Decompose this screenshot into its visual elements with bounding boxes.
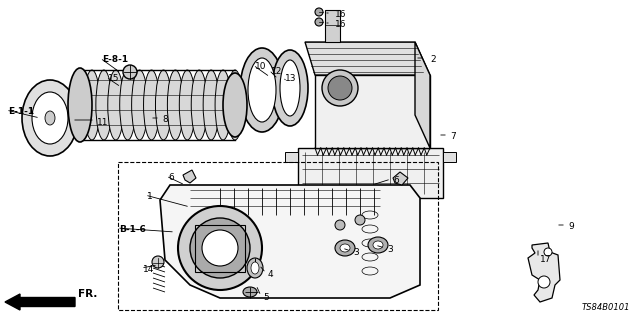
Bar: [118, 162, 438, 310]
Ellipse shape: [335, 220, 345, 230]
Ellipse shape: [247, 258, 263, 278]
Bar: [443, 152, 456, 162]
Text: B-1-6: B-1-6: [119, 225, 146, 234]
Bar: [195, 225, 245, 272]
Polygon shape: [325, 10, 340, 42]
Ellipse shape: [156, 70, 172, 140]
Ellipse shape: [322, 70, 358, 106]
Ellipse shape: [340, 244, 350, 252]
Text: 4: 4: [268, 270, 274, 279]
Text: E-1-1: E-1-1: [8, 107, 34, 116]
Text: 8: 8: [162, 115, 168, 124]
Text: 13: 13: [285, 74, 296, 83]
Text: 12: 12: [271, 67, 282, 76]
Text: 2: 2: [430, 55, 436, 64]
Ellipse shape: [96, 70, 112, 140]
Bar: [298, 148, 443, 198]
Ellipse shape: [240, 48, 284, 132]
Ellipse shape: [84, 70, 100, 140]
Ellipse shape: [368, 237, 388, 253]
Ellipse shape: [168, 70, 184, 140]
Text: 10: 10: [255, 62, 266, 71]
Ellipse shape: [68, 68, 92, 142]
Ellipse shape: [251, 262, 259, 274]
Text: 7: 7: [450, 132, 456, 141]
Text: 9: 9: [568, 222, 573, 231]
Ellipse shape: [335, 240, 355, 256]
Ellipse shape: [72, 70, 88, 140]
Bar: [285, 152, 298, 162]
Text: FR.: FR.: [78, 289, 97, 299]
Ellipse shape: [120, 70, 136, 140]
Ellipse shape: [22, 80, 78, 156]
Text: 16: 16: [335, 20, 346, 29]
Ellipse shape: [45, 111, 55, 125]
Text: 15: 15: [108, 74, 120, 83]
Ellipse shape: [152, 256, 164, 268]
Ellipse shape: [223, 73, 247, 137]
Polygon shape: [393, 172, 408, 185]
Ellipse shape: [191, 70, 207, 140]
Ellipse shape: [227, 70, 243, 140]
Ellipse shape: [203, 70, 219, 140]
Ellipse shape: [243, 287, 257, 297]
Polygon shape: [305, 42, 430, 75]
Ellipse shape: [328, 76, 352, 100]
Text: TS84B0101: TS84B0101: [582, 303, 630, 312]
Text: 6: 6: [168, 173, 173, 182]
Text: 16: 16: [335, 10, 346, 19]
Ellipse shape: [143, 70, 159, 140]
Text: 11: 11: [97, 118, 109, 127]
Polygon shape: [315, 75, 430, 148]
Ellipse shape: [179, 70, 195, 140]
Polygon shape: [528, 243, 560, 302]
Ellipse shape: [280, 60, 300, 116]
Text: 3: 3: [353, 248, 359, 257]
Polygon shape: [415, 42, 430, 148]
Polygon shape: [183, 170, 196, 183]
Text: 3: 3: [387, 245, 393, 254]
Ellipse shape: [248, 58, 276, 122]
Ellipse shape: [132, 70, 148, 140]
Ellipse shape: [315, 8, 323, 16]
Text: 1: 1: [147, 192, 153, 201]
Ellipse shape: [355, 215, 365, 225]
Ellipse shape: [178, 206, 262, 290]
Ellipse shape: [373, 241, 383, 249]
Polygon shape: [160, 185, 420, 298]
Ellipse shape: [202, 230, 238, 266]
Ellipse shape: [215, 70, 231, 140]
Ellipse shape: [32, 92, 68, 144]
FancyArrow shape: [5, 294, 75, 310]
Text: 17: 17: [540, 255, 552, 264]
Ellipse shape: [272, 50, 308, 126]
Text: 14: 14: [143, 265, 154, 274]
Text: 6: 6: [393, 176, 399, 185]
Ellipse shape: [544, 248, 552, 256]
Text: 5: 5: [263, 293, 269, 302]
Ellipse shape: [538, 276, 550, 288]
Text: E-8-1: E-8-1: [102, 55, 128, 64]
Ellipse shape: [190, 218, 250, 278]
Ellipse shape: [315, 18, 323, 26]
Ellipse shape: [123, 65, 137, 79]
Ellipse shape: [108, 70, 124, 140]
